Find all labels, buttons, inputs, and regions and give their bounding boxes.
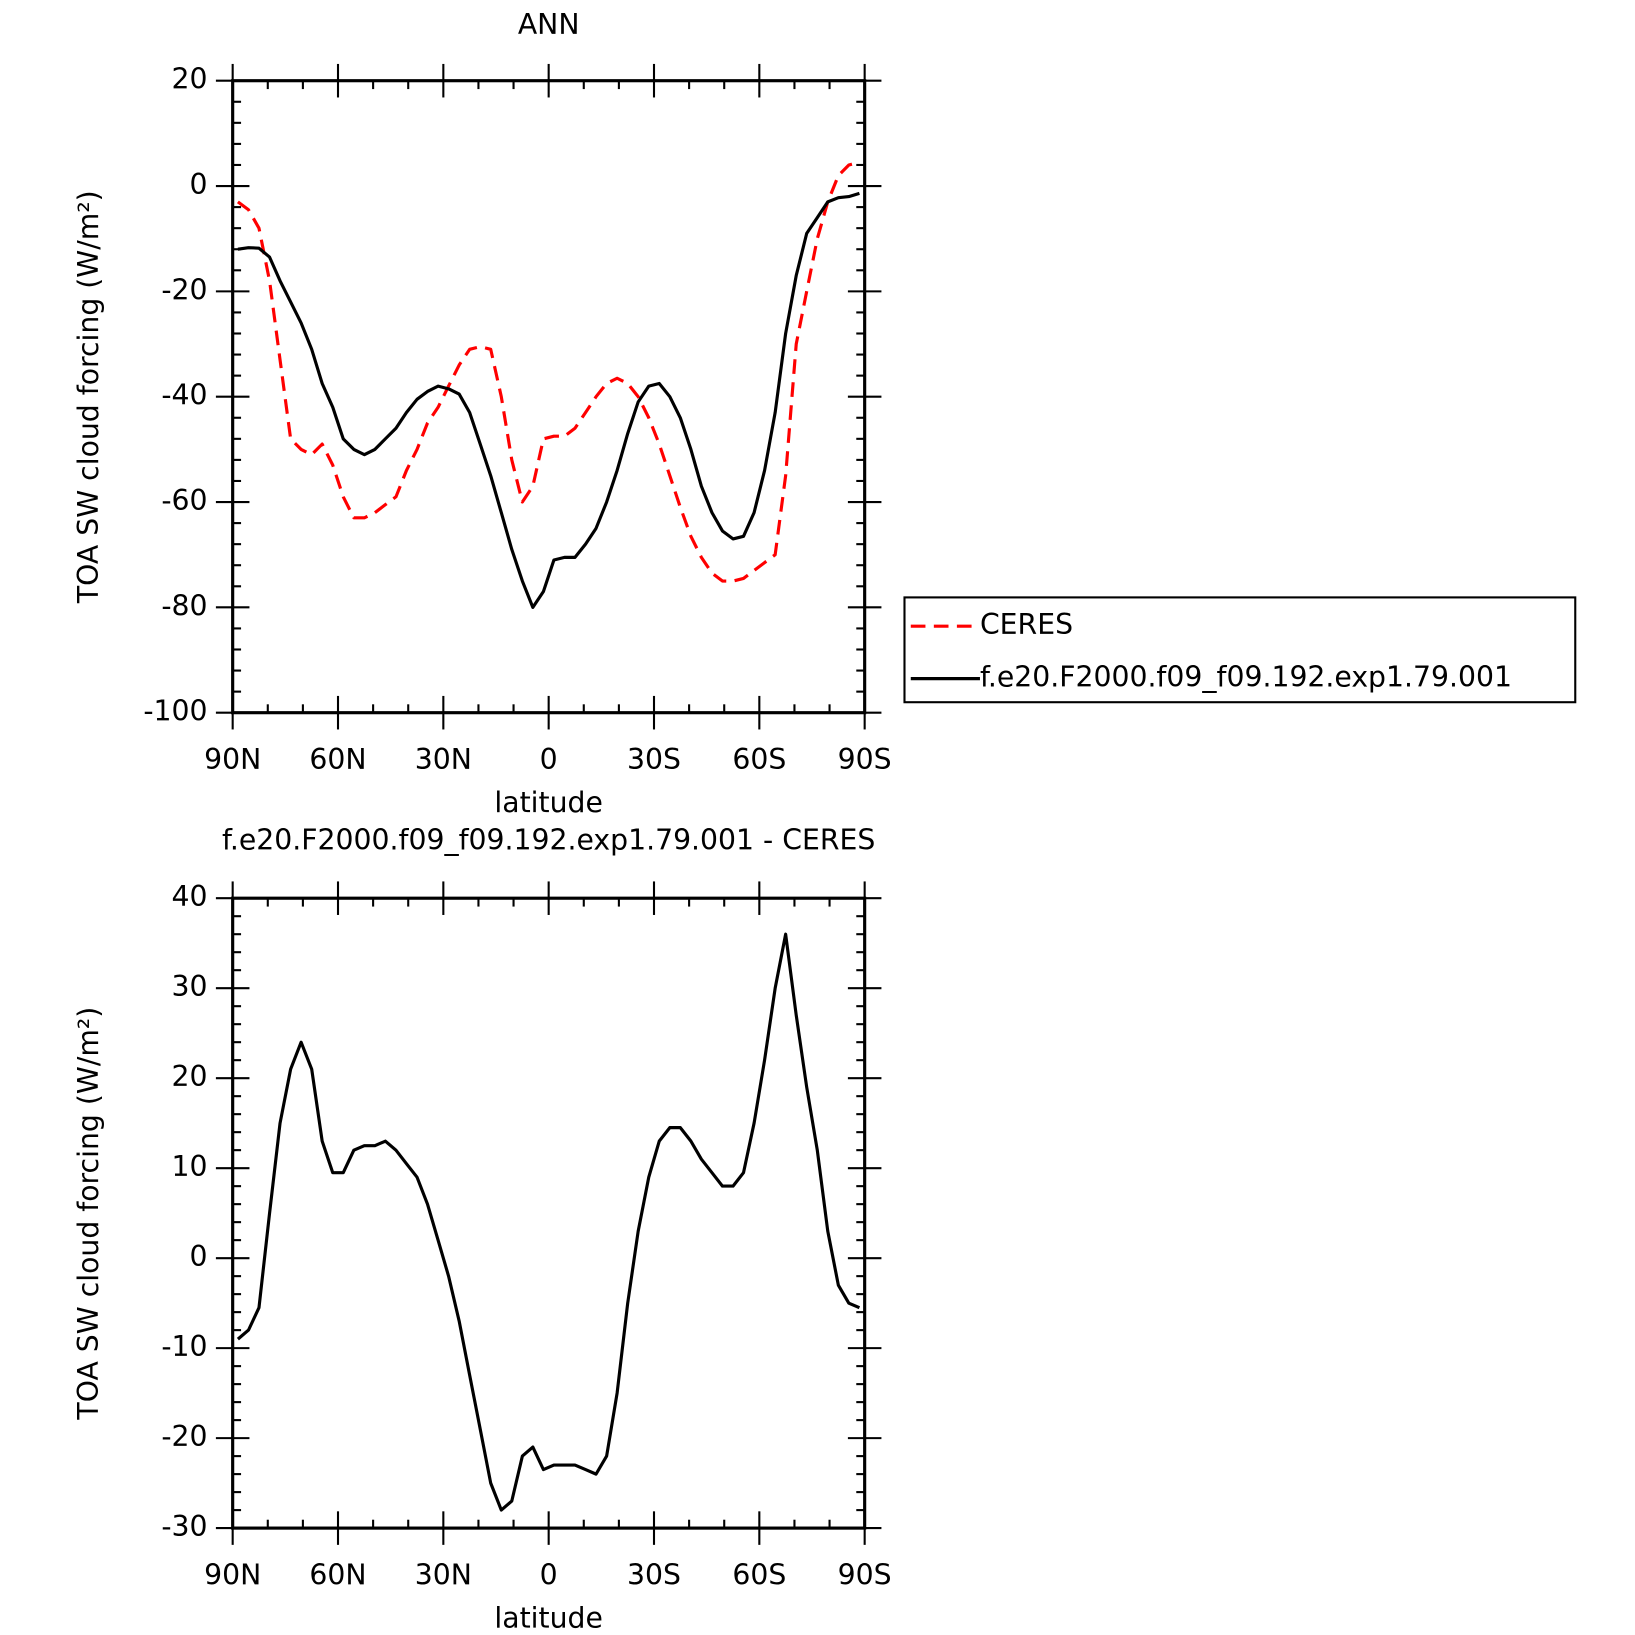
y-axis-label: TOA SW cloud forcing (W/m²): [72, 1007, 105, 1421]
y-tick-label: 0: [190, 168, 208, 201]
y-tick-label: 40: [172, 880, 208, 913]
x-tick-label: 60S: [732, 1558, 786, 1591]
x-tick-label: 90N: [204, 743, 261, 776]
data-line: [237, 191, 860, 609]
chart-title: ANN: [518, 8, 580, 41]
data-line: [236, 160, 860, 583]
x-tick-label: 30N: [415, 743, 472, 776]
data-line: [236, 932, 861, 1512]
y-tick-label: 30: [172, 970, 208, 1003]
x-tick-label: 60N: [309, 743, 366, 776]
x-axis-label: latitude: [494, 786, 602, 819]
y-tick-label: -80: [161, 589, 207, 622]
y-tick-label: 20: [172, 63, 208, 96]
y-tick-label: -60: [161, 484, 207, 517]
x-axis-label: latitude: [494, 1601, 602, 1634]
x-tick-label: 0: [540, 743, 558, 776]
y-axis-label: TOA SW cloud forcing (W/m²): [72, 190, 105, 604]
y-tick-label: -20: [161, 273, 207, 306]
x-tick-label: 60N: [309, 1558, 366, 1591]
x-tick-label: 30S: [627, 743, 681, 776]
x-tick-label: 30S: [627, 1558, 681, 1591]
y-tick-label: -30: [161, 1510, 207, 1543]
y-tick-label: 10: [172, 1150, 208, 1183]
y-tick-label: -100: [143, 695, 207, 728]
x-tick-label: 90S: [838, 1558, 892, 1591]
chart-title: f.e20.F2000.f09_f09.192.exp1.79.001 - CE…: [222, 824, 875, 857]
x-tick-label: 60S: [732, 743, 786, 776]
x-tick-label: 90N: [204, 1558, 261, 1591]
x-tick-label: 0: [540, 1558, 558, 1591]
legend-label: CERES: [980, 608, 1073, 641]
y-tick-label: -20: [161, 1420, 207, 1453]
y-tick-label: -40: [161, 379, 207, 412]
legend-label: f.e20.F2000.f09_f09.192.exp1.79.001: [980, 661, 1512, 694]
y-tick-label: -10: [161, 1330, 207, 1363]
x-tick-label: 30N: [415, 1558, 472, 1591]
y-tick-label: 0: [190, 1240, 208, 1273]
x-tick-label: 90S: [838, 743, 892, 776]
y-tick-label: 20: [172, 1060, 208, 1093]
legend-box: [903, 596, 1577, 704]
plot-frame: [231, 896, 867, 1530]
